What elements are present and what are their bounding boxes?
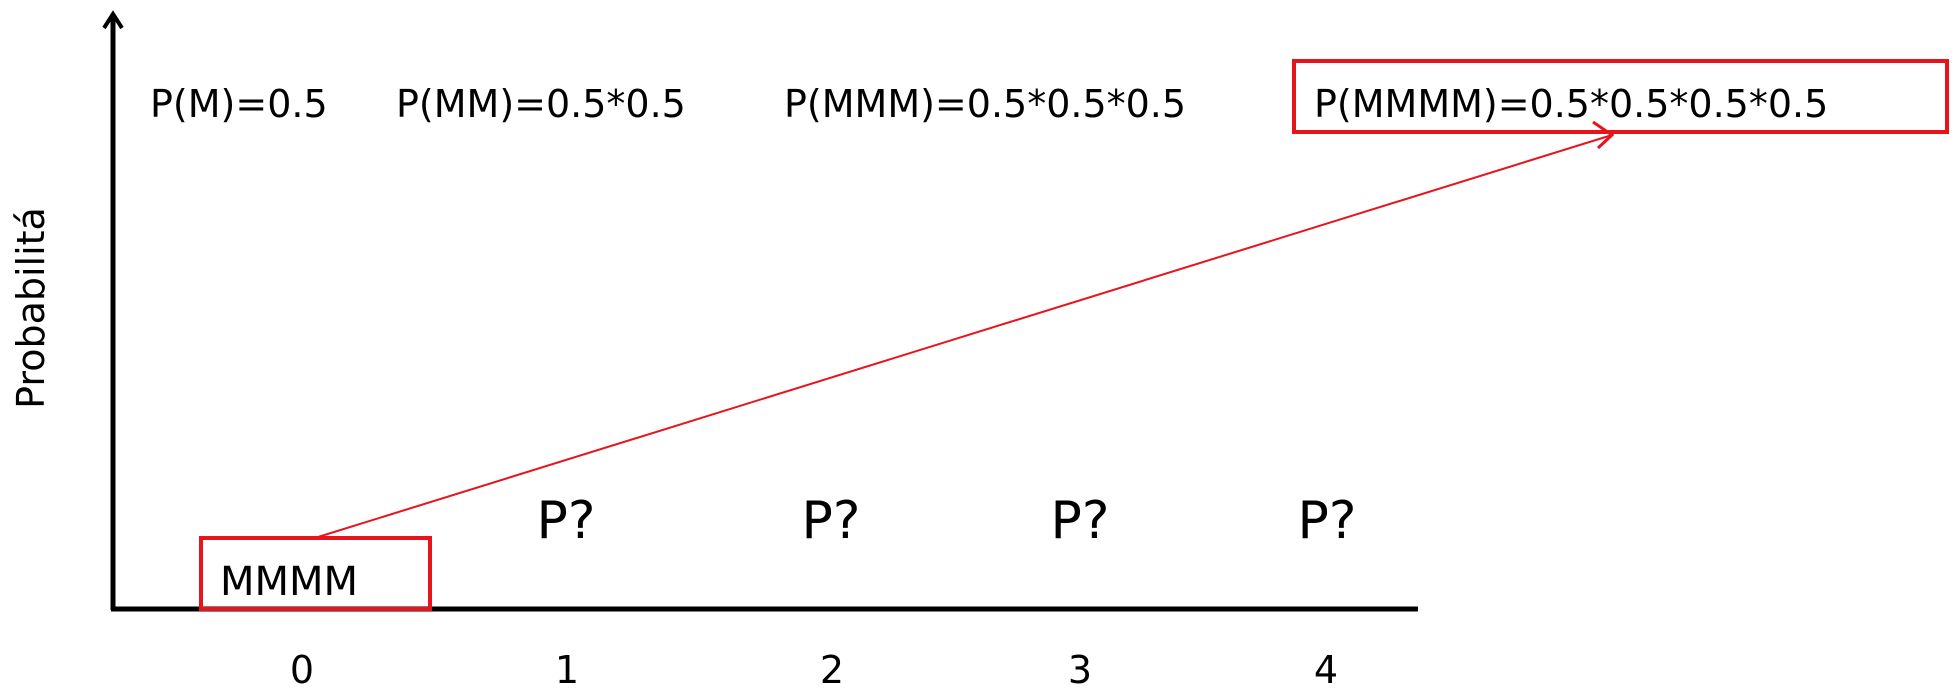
x-tick-1: 1	[555, 648, 579, 689]
x-tick-0: 0	[290, 648, 314, 689]
y-axis-arrowhead	[102, 10, 124, 30]
x-tick-2: 2	[820, 648, 844, 689]
unknown-label-2: P?	[802, 491, 861, 551]
connector-arrow-line	[317, 134, 1613, 538]
formula-highlight-box	[1292, 59, 1949, 134]
formula-4: P(MMMM)=0.5*0.5*0.5*0.5	[1314, 82, 1828, 126]
unknown-label-4: P?	[1298, 491, 1357, 551]
formula-2: P(MM)=0.5*0.5	[396, 82, 686, 126]
connector-arrowhead	[1592, 120, 1615, 150]
outcome-highlight-box	[199, 536, 432, 611]
formula-1: P(M)=0.5	[150, 82, 328, 126]
y-axis-label: Probabilitá	[9, 207, 53, 409]
formula-3: P(MMM)=0.5*0.5*0.5	[784, 82, 1186, 126]
unknown-label-1: P?	[537, 491, 596, 551]
outcome-label: MMMM	[220, 559, 358, 605]
x-tick-3: 3	[1068, 648, 1092, 689]
unknown-label-3: P?	[1051, 491, 1110, 551]
x-tick-4: 4	[1314, 648, 1338, 689]
